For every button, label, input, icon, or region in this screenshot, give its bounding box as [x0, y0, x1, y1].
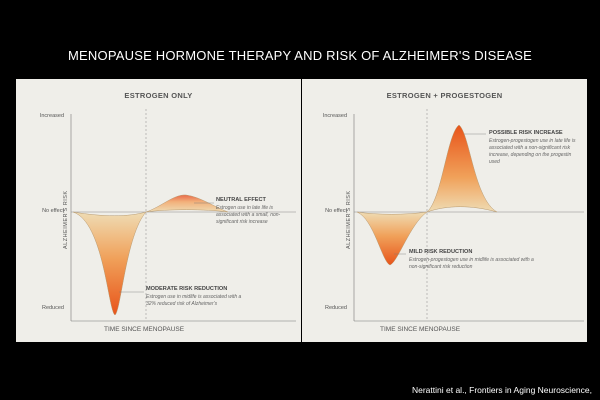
y-label-increased: Increased	[322, 113, 347, 119]
citation: Nerattini et al., Frontiers in Aging Neu…	[411, 385, 592, 395]
annotation-reduction-heading: MILD RISK REDUCTION	[409, 249, 473, 255]
y-label-no-effect: No effect	[42, 208, 64, 214]
y-label-no-effect: No effect	[325, 208, 347, 214]
estrogen-only-chart	[70, 109, 296, 322]
y-label-increased: Increased	[39, 113, 64, 119]
annotation-reduction-heading: MODERATE RISK REDUCTION	[146, 286, 228, 292]
panel-title: ESTROGEN + PROGESTOGEN	[386, 91, 503, 100]
panel-estrogen-progestogen: ESTROGEN + PROGESTOGEN Increased No effe…	[302, 79, 587, 342]
annotation-neutral-heading: NEUTRAL EFFECT	[216, 197, 266, 203]
panel-title: ESTROGEN ONLY	[124, 91, 193, 100]
mild-reduction-curve	[356, 211, 428, 266]
risk-increase-curve	[426, 124, 498, 213]
y-axis-title: ALZHEIMER'S RISK	[346, 190, 352, 249]
estrogen-progestogen-chart	[353, 109, 584, 322]
panel-estrogen-only: ESTROGEN ONLY Increased No effect Reduce…	[16, 79, 301, 342]
annotation-reduction-text: Estrogen use in midlife is associated wi…	[146, 294, 242, 307]
y-label-reduced: Reduced	[41, 305, 64, 311]
annotation-reduction-text: Estrogen-progestogen use in midlife is a…	[409, 257, 534, 270]
y-label-reduced: Reduced	[324, 305, 347, 311]
x-axis-title: TIME SINCE MENOPAUSE	[104, 326, 185, 333]
neutral-effect-curve	[145, 194, 229, 213]
page-title: MENOPAUSE HORMONE THERAPY AND RISK OF AL…	[68, 48, 532, 63]
annotation-increase-heading: POSSIBLE RISK INCREASE	[489, 130, 563, 136]
x-axis-title: TIME SINCE MENOPAUSE	[380, 326, 461, 333]
y-axis-title: ALZHEIMER'S RISK	[63, 190, 69, 249]
annotation-increase-text: Estrogen-progestogen use in late life is…	[489, 138, 576, 165]
risk-reduction-curve	[72, 211, 147, 316]
annotation-neutral-text: Estrogen use in late life is associated …	[216, 205, 281, 225]
